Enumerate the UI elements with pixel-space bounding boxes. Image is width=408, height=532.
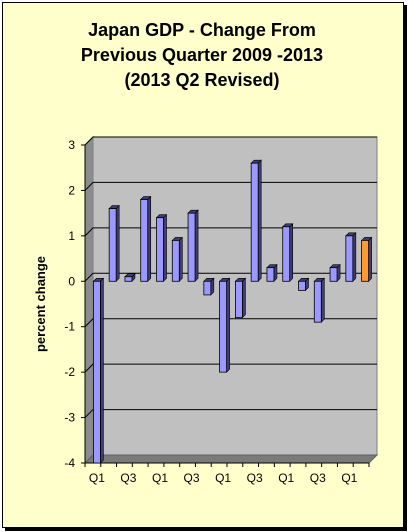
chart-title-line-2: Previous Quarter 2009 -2013 [80,45,324,65]
bar [234,280,243,319]
bar-side [194,209,199,283]
bar-side [242,277,246,319]
bar-side [178,236,183,283]
x-tick-label: Q3 [310,471,326,485]
chart-title-line-1: Japan GDP - Change From [88,20,316,40]
y-tick-label: -4 [64,456,75,470]
y-tick-label: -1 [64,320,75,334]
bar-side [352,232,357,283]
bar [187,212,196,282]
bar [250,162,259,282]
bar [298,280,306,291]
x-tick-label: Q1 [278,471,294,485]
y-tick-label: -2 [64,365,75,379]
bar-side [368,236,372,283]
y-axis-title: percent change [33,256,48,352]
bar [124,276,133,282]
chart-title: Japan GDP - Change From Previous Quarter… [0,18,404,93]
y-tick-label: 3 [68,138,75,152]
x-tick-label: Q3 [184,471,200,485]
x-tick-label: Q1 [215,471,231,485]
bar [282,226,291,282]
y-tick-label: 1 [68,229,75,243]
x-tick-label: Q3 [247,471,263,485]
bar [203,280,212,296]
gridline [84,181,377,191]
x-tick-label: Q1 [341,471,357,485]
plot-floor [83,454,379,464]
gridline [84,136,377,146]
bar-side [100,277,104,464]
bar [313,280,322,323]
bar [329,267,338,282]
y-tick-label: -3 [64,411,75,425]
y-tick-label: 0 [68,274,75,288]
x-tick-label: Q1 [152,471,168,485]
bar-side [257,159,262,283]
bar [266,267,275,282]
bar-side [289,223,294,283]
x-tick-label: Q1 [89,471,105,485]
y-tick-label: 2 [68,183,75,197]
bar-side [226,277,230,373]
bar-side [163,213,167,283]
bar [140,199,149,282]
bar-side [147,195,152,283]
bar-side [115,204,120,283]
bar [171,239,180,282]
bar [345,235,354,282]
bar [361,239,370,282]
bar [219,280,228,373]
bar-side [320,277,325,323]
bar [92,280,101,464]
bar [108,208,117,282]
bar [156,217,164,282]
chart-title-line-3: (2013 Q2 Revised) [124,70,280,90]
x-tick-label: Q3 [120,471,136,485]
plot-area: 3 2 1 0 -1 -2 -3 -4 Q1 Q3 Q1 Q3 Q1 Q3 Q1 Q3 Q1 [64,135,379,485]
